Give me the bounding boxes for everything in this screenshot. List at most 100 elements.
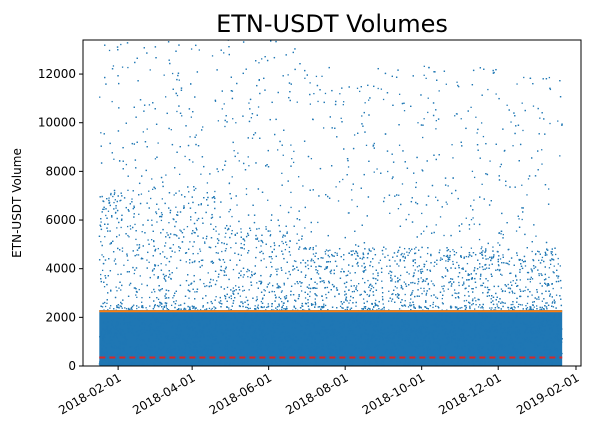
data-point bbox=[146, 345, 148, 347]
data-point bbox=[477, 306, 480, 308]
data-point bbox=[521, 207, 523, 209]
data-point bbox=[279, 204, 282, 207]
data-point bbox=[230, 318, 233, 320]
data-point bbox=[475, 303, 477, 306]
data-point bbox=[125, 360, 128, 362]
data-point bbox=[538, 259, 540, 262]
data-point bbox=[108, 197, 110, 199]
data-point bbox=[458, 339, 460, 342]
data-point bbox=[101, 359, 104, 361]
data-point bbox=[534, 253, 537, 256]
data-point bbox=[245, 296, 247, 298]
data-point bbox=[339, 346, 341, 348]
data-point bbox=[321, 326, 323, 328]
data-point bbox=[228, 342, 231, 345]
data-point bbox=[380, 315, 382, 317]
data-point bbox=[108, 342, 111, 344]
data-point bbox=[421, 281, 424, 283]
data-point bbox=[450, 307, 452, 309]
data-point bbox=[258, 355, 260, 357]
data-point bbox=[109, 243, 111, 245]
data-point bbox=[175, 300, 177, 302]
data-point bbox=[557, 277, 559, 279]
data-point bbox=[343, 258, 345, 261]
data-point bbox=[444, 320, 446, 322]
data-point bbox=[380, 309, 382, 311]
data-point bbox=[283, 284, 285, 286]
data-point bbox=[215, 342, 218, 344]
data-point bbox=[541, 256, 544, 259]
data-point bbox=[250, 324, 253, 326]
data-point bbox=[366, 308, 369, 311]
data-point bbox=[481, 358, 483, 360]
data-point bbox=[512, 280, 514, 282]
data-point bbox=[203, 360, 205, 362]
data-point bbox=[403, 247, 406, 250]
data-point bbox=[376, 338, 378, 340]
data-point bbox=[165, 336, 168, 339]
data-point bbox=[347, 270, 350, 272]
data-point bbox=[133, 304, 135, 306]
data-point bbox=[313, 314, 315, 316]
data-point bbox=[161, 352, 163, 355]
data-point bbox=[522, 337, 525, 340]
data-point bbox=[481, 246, 483, 248]
data-point bbox=[223, 52, 225, 54]
data-point bbox=[103, 345, 105, 347]
data-point bbox=[330, 270, 332, 272]
data-point bbox=[281, 172, 283, 174]
data-point bbox=[227, 338, 229, 340]
data-point bbox=[484, 318, 486, 320]
data-point bbox=[359, 358, 362, 360]
data-point bbox=[480, 328, 482, 330]
data-point bbox=[149, 360, 151, 363]
data-point bbox=[495, 336, 497, 338]
data-point bbox=[555, 253, 557, 256]
data-point bbox=[422, 279, 424, 281]
data-point bbox=[243, 248, 245, 250]
data-point bbox=[225, 232, 227, 234]
data-point bbox=[472, 217, 474, 219]
data-point bbox=[430, 295, 433, 297]
data-point bbox=[131, 328, 133, 330]
data-point bbox=[471, 304, 473, 306]
data-point bbox=[185, 261, 187, 263]
data-point bbox=[136, 307, 138, 310]
data-point bbox=[400, 312, 402, 315]
data-point bbox=[529, 314, 532, 316]
data-point bbox=[478, 312, 480, 315]
data-point bbox=[206, 285, 208, 287]
data-point bbox=[131, 329, 133, 331]
data-point bbox=[395, 330, 398, 333]
data-point bbox=[492, 246, 494, 248]
data-point bbox=[174, 251, 176, 253]
data-point bbox=[456, 349, 459, 351]
data-point bbox=[162, 251, 164, 253]
data-point bbox=[524, 265, 527, 267]
data-point bbox=[519, 288, 521, 291]
data-point bbox=[505, 338, 507, 341]
data-point bbox=[226, 328, 228, 330]
data-point bbox=[149, 351, 151, 353]
data-point bbox=[141, 231, 143, 233]
data-point bbox=[215, 316, 218, 319]
data-point bbox=[324, 329, 326, 331]
data-point bbox=[198, 322, 201, 324]
data-point bbox=[441, 302, 444, 304]
data-point bbox=[302, 348, 304, 351]
data-point bbox=[220, 331, 222, 334]
data-point bbox=[350, 317, 352, 319]
data-point bbox=[501, 339, 504, 341]
data-point bbox=[541, 300, 543, 302]
data-point bbox=[211, 316, 213, 318]
data-point bbox=[336, 363, 339, 365]
data-point bbox=[182, 335, 184, 337]
data-point bbox=[475, 286, 477, 289]
data-point bbox=[178, 79, 180, 81]
data-point bbox=[237, 152, 239, 154]
data-point bbox=[467, 273, 469, 275]
data-point bbox=[187, 315, 190, 318]
data-point bbox=[522, 315, 525, 317]
data-point bbox=[309, 82, 311, 84]
data-point bbox=[228, 364, 230, 366]
